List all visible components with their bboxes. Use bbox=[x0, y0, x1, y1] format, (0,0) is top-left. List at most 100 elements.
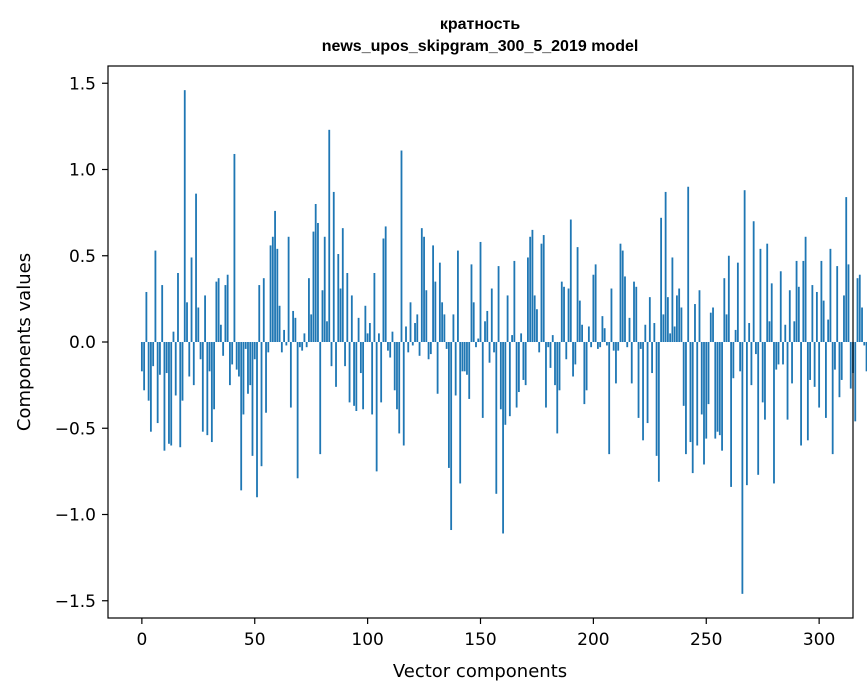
bar-283 bbox=[779, 271, 782, 342]
bar-208 bbox=[610, 288, 613, 342]
bar-125 bbox=[423, 236, 425, 342]
bar-224 bbox=[646, 342, 649, 424]
bar-101 bbox=[368, 323, 371, 342]
bar-303 bbox=[825, 342, 827, 418]
bar-250 bbox=[705, 342, 708, 439]
bar-22 bbox=[190, 257, 193, 342]
bar-33 bbox=[215, 281, 218, 343]
bar-130 bbox=[434, 281, 437, 343]
bar-215 bbox=[626, 342, 629, 348]
bar-242 bbox=[687, 186, 690, 342]
bar-4 bbox=[149, 342, 152, 432]
bar-194 bbox=[578, 300, 581, 342]
bar-145 bbox=[468, 342, 471, 399]
bar-187 bbox=[563, 286, 565, 342]
bar-86 bbox=[335, 342, 337, 387]
bar-197 bbox=[585, 342, 588, 391]
bar-259 bbox=[725, 314, 728, 342]
bar-80 bbox=[321, 290, 324, 342]
bar-213 bbox=[621, 250, 624, 342]
bar-23 bbox=[192, 342, 195, 386]
bar-12 bbox=[168, 342, 170, 444]
bar-179 bbox=[545, 342, 547, 408]
bar-288 bbox=[791, 342, 793, 384]
bar-270 bbox=[750, 342, 753, 386]
bar-13 bbox=[170, 342, 173, 446]
bar-127 bbox=[427, 342, 430, 360]
bar-228 bbox=[655, 342, 658, 456]
bar-214 bbox=[624, 276, 626, 342]
bar-153 bbox=[486, 310, 489, 342]
bar-29 bbox=[206, 342, 209, 436]
bar-237 bbox=[676, 295, 678, 342]
bar-27 bbox=[201, 342, 204, 432]
bar-143 bbox=[463, 342, 466, 372]
bar-199 bbox=[590, 342, 593, 348]
bar-146 bbox=[470, 264, 473, 343]
bar-77 bbox=[314, 204, 317, 342]
bar-287 bbox=[788, 290, 791, 342]
bar-84 bbox=[330, 342, 333, 367]
bar-319 bbox=[861, 307, 863, 342]
bar-276 bbox=[764, 342, 766, 420]
bar-133 bbox=[441, 302, 444, 342]
bar-14 bbox=[172, 331, 175, 342]
bar-48 bbox=[249, 342, 252, 386]
x-axis-label: Vector components bbox=[393, 661, 567, 682]
bar-318 bbox=[858, 274, 861, 342]
bar-108 bbox=[384, 226, 387, 342]
bar-234 bbox=[669, 333, 672, 343]
bar-96 bbox=[357, 317, 360, 342]
chart-title-line1: кратность bbox=[440, 16, 520, 33]
bar-19 bbox=[183, 90, 186, 343]
bar-267 bbox=[743, 190, 746, 342]
bar-301 bbox=[820, 260, 823, 342]
bar-236 bbox=[673, 326, 676, 342]
x-tick-label: 50 bbox=[244, 630, 266, 650]
bar-69 bbox=[296, 342, 299, 479]
bar-300 bbox=[818, 342, 821, 408]
bar-8 bbox=[159, 342, 161, 375]
bar-222 bbox=[642, 342, 644, 441]
bar-204 bbox=[601, 316, 604, 343]
bar-88 bbox=[339, 288, 342, 342]
bar-289 bbox=[793, 321, 796, 342]
x-axis-ticks: 0 50 100 150 200 250 300 bbox=[136, 618, 835, 650]
bar-258 bbox=[723, 278, 726, 342]
bar-11 bbox=[165, 342, 168, 374]
bar-24 bbox=[195, 193, 197, 342]
bar-299 bbox=[815, 291, 818, 342]
bar-65 bbox=[287, 236, 290, 342]
bar-94 bbox=[353, 342, 355, 406]
bar-249 bbox=[703, 342, 705, 465]
bar-227 bbox=[653, 323, 656, 342]
bar-297 bbox=[811, 285, 814, 342]
bar-46 bbox=[244, 342, 247, 349]
bar-245 bbox=[694, 304, 696, 342]
bar-271 bbox=[752, 221, 755, 342]
bar-216 bbox=[628, 317, 631, 342]
bar-223 bbox=[644, 324, 647, 342]
bar-87 bbox=[337, 254, 340, 342]
bar-218 bbox=[633, 281, 635, 343]
bar-54 bbox=[262, 278, 265, 342]
bar-30 bbox=[208, 342, 211, 372]
bar-302 bbox=[822, 300, 825, 342]
bar-63 bbox=[283, 329, 285, 342]
bar-17 bbox=[179, 342, 182, 448]
bar-117 bbox=[405, 326, 407, 342]
bar-176 bbox=[538, 342, 541, 353]
bar-274 bbox=[759, 248, 762, 342]
bar-295 bbox=[806, 342, 809, 441]
bar-51 bbox=[256, 342, 258, 498]
bar-173 bbox=[531, 229, 534, 343]
bar-47 bbox=[247, 342, 249, 394]
bar-232 bbox=[664, 191, 667, 342]
bar-185 bbox=[558, 342, 561, 391]
bar-141 bbox=[459, 342, 462, 484]
bar-277 bbox=[766, 243, 769, 342]
bar-162 bbox=[506, 295, 509, 342]
bar-71 bbox=[301, 342, 304, 351]
bar-164 bbox=[511, 335, 514, 342]
bar-280 bbox=[773, 342, 775, 484]
